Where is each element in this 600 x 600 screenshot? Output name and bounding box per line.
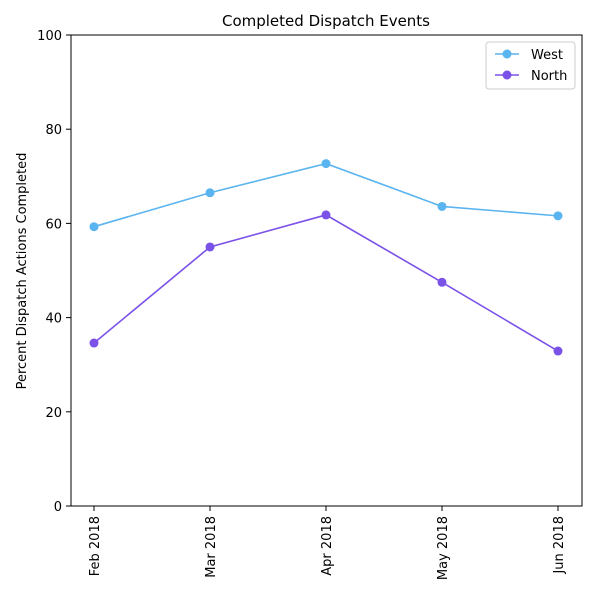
x-tick-label: May 2018 <box>436 516 451 580</box>
y-tick-label: 0 <box>54 500 62 515</box>
data-point-west <box>89 222 99 232</box>
y-tick-label: 60 <box>45 217 62 232</box>
plot-frame <box>70 34 583 507</box>
chart-title: Completed Dispatch Events <box>222 12 430 30</box>
data-point-north <box>205 242 215 252</box>
data-point-north <box>89 338 99 348</box>
data-point-west <box>437 201 447 211</box>
x-tick-label: Jun 2018 <box>552 516 567 575</box>
data-point-west <box>553 211 563 221</box>
plot-area: 0 20 40 60 80 100 Feb 2018 Mar 2018 Apr 2018 May … <box>37 29 583 580</box>
legend-entry-north: North <box>531 69 567 84</box>
data-point-north <box>321 210 331 220</box>
legend: West North <box>485 41 576 90</box>
y-tick-label: 20 <box>45 406 62 421</box>
data-point-west <box>321 159 331 169</box>
x-tick-label: Apr 2018 <box>320 516 335 576</box>
legend-entry-west: West <box>531 48 563 63</box>
x-tick-label: Mar 2018 <box>204 516 219 578</box>
y-axis-label: Percent Dispatch Actions Completed <box>15 153 30 390</box>
series-line-north <box>93 214 559 352</box>
x-tick-label: Feb 2018 <box>88 516 103 576</box>
data-point-north <box>437 277 447 287</box>
data-point-west <box>205 188 215 198</box>
y-tick-label: 100 <box>37 29 62 44</box>
legend-swatch-marker <box>502 70 512 80</box>
legend-swatch-marker <box>502 49 512 59</box>
y-tick-label: 40 <box>45 312 62 327</box>
data-point-north <box>553 346 563 356</box>
y-tick-label: 80 <box>45 123 62 138</box>
